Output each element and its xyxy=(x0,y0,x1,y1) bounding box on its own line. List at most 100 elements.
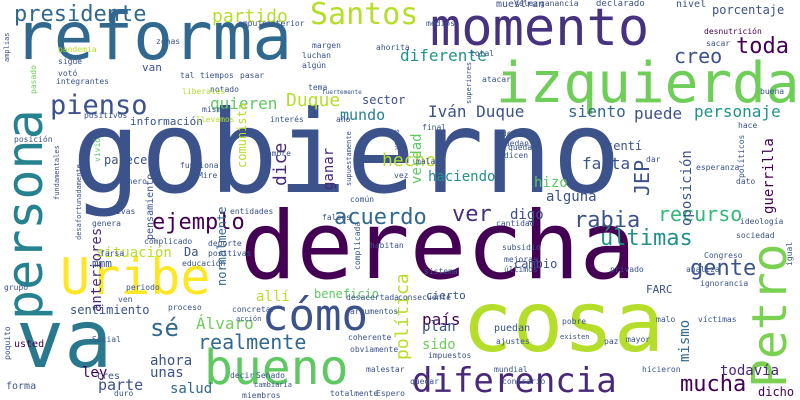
word: desacertada xyxy=(346,293,399,302)
word: creo xyxy=(674,44,723,68)
word: grupo xyxy=(4,283,29,292)
word: diferente xyxy=(400,46,487,65)
word: víctimas xyxy=(698,315,737,324)
word: tres xyxy=(96,371,121,382)
word: totalmente xyxy=(330,389,379,398)
word: obviamente xyxy=(350,345,399,354)
word: periodo xyxy=(126,283,160,292)
word: tal xyxy=(180,71,195,80)
word: haciendo xyxy=(428,169,496,185)
word: mayor xyxy=(626,335,651,344)
word: paz xyxy=(604,337,619,346)
word: queda xyxy=(508,143,533,152)
word: políticos xyxy=(737,134,746,178)
word: ley xyxy=(82,365,108,381)
word: genera xyxy=(92,219,121,228)
word: farsa xyxy=(100,249,125,258)
word: hicieron xyxy=(642,365,681,374)
word: reforma xyxy=(14,0,293,75)
word: Álvaro xyxy=(196,314,254,333)
word: sociedad xyxy=(736,231,775,240)
word: interés xyxy=(270,115,304,124)
word: dar xyxy=(646,155,661,164)
word: tiempos xyxy=(200,71,234,80)
word: guerrilla xyxy=(761,138,777,214)
word: medios xyxy=(426,19,455,28)
word: impuestos xyxy=(428,351,472,360)
word: alguna xyxy=(546,189,597,205)
word: llevamos xyxy=(196,115,235,124)
word: Congreso xyxy=(704,251,743,260)
word: FARC xyxy=(646,283,673,296)
word: negativas xyxy=(92,207,136,216)
word: sigue xyxy=(58,57,83,66)
word: digo xyxy=(510,207,544,223)
word: educación xyxy=(182,259,226,268)
word: pasar xyxy=(240,71,265,80)
word: quedan xyxy=(500,139,529,148)
word: votó xyxy=(58,69,78,78)
word: igual xyxy=(785,241,794,266)
word: mismo xyxy=(677,319,693,362)
word: fuertemente xyxy=(322,89,362,96)
word: den xyxy=(502,129,517,138)
word: acción xyxy=(236,315,262,323)
word: malo xyxy=(656,315,676,324)
word: dinero xyxy=(118,177,147,186)
word: ven xyxy=(118,295,133,304)
word: parte xyxy=(98,376,144,394)
word: mundo xyxy=(340,106,386,124)
word: cambiaría xyxy=(254,381,292,389)
word: ahora xyxy=(150,353,193,369)
word: buena xyxy=(760,87,785,96)
word: fundamentales xyxy=(53,145,61,200)
word: desafortunadamente xyxy=(75,164,83,240)
word: privado xyxy=(610,265,644,274)
word: total xyxy=(470,49,495,58)
word: falta xyxy=(582,154,631,173)
word: JEP xyxy=(630,159,654,196)
word: parece xyxy=(104,153,148,167)
word: ignorancia xyxy=(700,279,749,288)
word: concretar xyxy=(232,305,276,314)
word: vivió xyxy=(93,137,102,162)
word: allí xyxy=(256,289,290,305)
word: algún xyxy=(302,61,327,70)
word: sentimiento xyxy=(70,303,150,317)
word: pandemia xyxy=(58,45,97,54)
word: común xyxy=(350,195,375,204)
word: cosa xyxy=(462,273,665,371)
word: personaje xyxy=(694,102,781,121)
word: ajustes xyxy=(496,337,530,346)
word: país xyxy=(422,310,461,329)
word: ideología xyxy=(740,217,784,226)
word: salud xyxy=(170,381,213,397)
word: margen xyxy=(312,41,341,50)
word: supuestamente xyxy=(345,131,353,186)
word: integrantes xyxy=(56,77,109,86)
word: porcentaje xyxy=(712,3,785,17)
word: anterior xyxy=(266,19,305,28)
word: realmente xyxy=(198,330,307,354)
word: dato xyxy=(736,177,756,186)
word: bueno xyxy=(204,340,349,396)
word: proceso xyxy=(168,303,202,312)
word: puedan xyxy=(494,323,531,334)
word: nivel xyxy=(676,0,707,10)
word: siento xyxy=(568,102,626,121)
word: diferencia xyxy=(412,361,617,400)
word: hecho xyxy=(382,150,437,171)
word: final xyxy=(422,123,447,132)
word: quieren xyxy=(210,94,278,113)
word: argumentos xyxy=(350,307,399,316)
word: existen xyxy=(560,333,590,341)
word: venos xyxy=(393,128,401,150)
word: atacar xyxy=(482,75,511,84)
word: funciona xyxy=(180,161,219,170)
word: ver xyxy=(452,202,492,227)
word: nombre xyxy=(262,149,291,158)
word: duro xyxy=(114,389,134,398)
word: falsos xyxy=(322,213,351,222)
word: analiza xyxy=(686,265,720,274)
